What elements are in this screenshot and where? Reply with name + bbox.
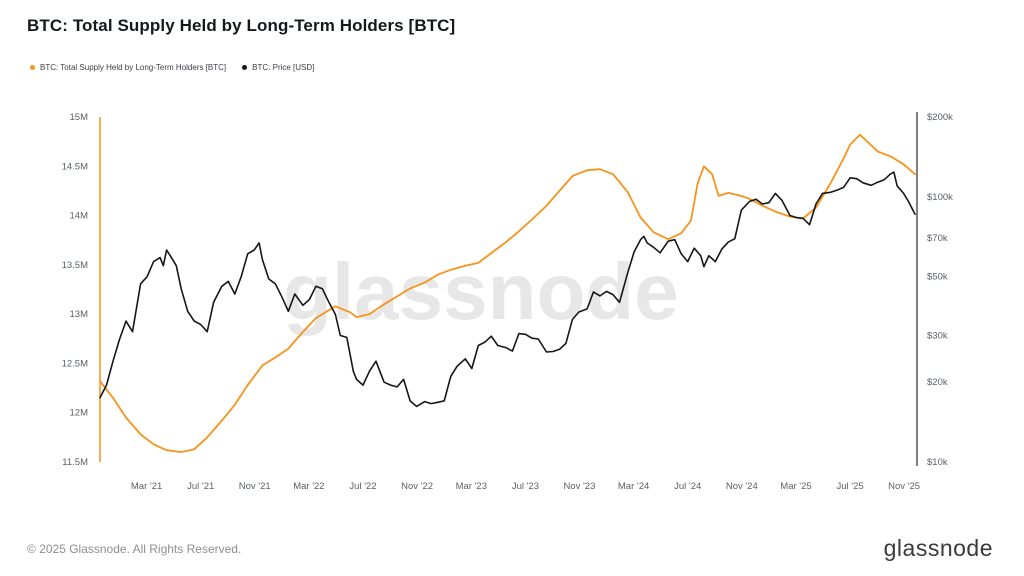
legend-dot-price-icon bbox=[242, 65, 248, 70]
right-axis-tick: $70k bbox=[927, 233, 948, 244]
supply-line bbox=[99, 133, 916, 454]
price-line bbox=[99, 171, 916, 408]
right-axis-tick: $100k bbox=[927, 192, 953, 203]
x-axis-tick: Jul '21 bbox=[187, 481, 214, 492]
x-axis-tick: Mar '23 bbox=[456, 481, 487, 492]
legend: BTC: Total Supply Held by Long-Term Hold… bbox=[30, 63, 314, 72]
x-axis-tick: Nov '23 bbox=[563, 481, 595, 492]
left-axis-tick: 11.5M bbox=[62, 457, 88, 468]
left-axis-tick: 13M bbox=[70, 309, 89, 320]
footer-copyright: © 2025 Glassnode. All Rights Reserved. bbox=[27, 542, 242, 556]
left-axis-tick: 12M bbox=[70, 408, 89, 419]
right-axis-tick: $50k bbox=[927, 272, 948, 283]
left-axis-tick: 15M bbox=[70, 112, 89, 123]
x-axis-tick: Nov '21 bbox=[239, 481, 271, 492]
x-axis-tick: Mar '22 bbox=[293, 481, 324, 492]
left-axis-tick: 13.5M bbox=[62, 260, 88, 271]
glassnode-logo: glassnode bbox=[883, 535, 993, 561]
x-axis-tick: Nov '25 bbox=[888, 481, 920, 492]
x-axis-tick: Mar '24 bbox=[618, 481, 649, 492]
legend-label-price: BTC: Price [USD] bbox=[252, 63, 315, 72]
page-title: BTC: Total Supply Held by Long-Term Hold… bbox=[27, 16, 456, 35]
x-axis-tick: Nov '22 bbox=[401, 481, 433, 492]
x-axis-tick: Mar '21 bbox=[131, 481, 162, 492]
legend-label-supply: BTC: Total Supply Held by Long-Term Hold… bbox=[40, 63, 227, 72]
right-axis-tick: $20k bbox=[927, 377, 948, 388]
left-axis-tick: 14M bbox=[70, 211, 89, 222]
x-axis-tick: Mar '25 bbox=[780, 481, 811, 492]
legend-dot-supply-icon bbox=[30, 65, 35, 70]
right-axis-tick: $200k bbox=[927, 112, 953, 123]
right-axis-tick: $10k bbox=[927, 457, 948, 468]
left-axis-tick: 14.5M bbox=[62, 161, 88, 172]
x-axis-tick: Jul '24 bbox=[674, 481, 701, 492]
left-axis-tick: 12.5M bbox=[62, 358, 88, 369]
x-axis-tick: Nov '24 bbox=[726, 481, 758, 492]
right-axis-tick: $30k bbox=[927, 330, 948, 341]
legend-item-supply[interactable]: BTC: Total Supply Held by Long-Term Hold… bbox=[30, 63, 226, 72]
x-axis-tick: Jul '25 bbox=[837, 481, 864, 492]
x-axis-tick: Jul '22 bbox=[349, 481, 376, 492]
legend-item-price[interactable]: BTC: Price [USD] bbox=[242, 63, 314, 72]
x-axis-tick: Jul '23 bbox=[512, 481, 539, 492]
